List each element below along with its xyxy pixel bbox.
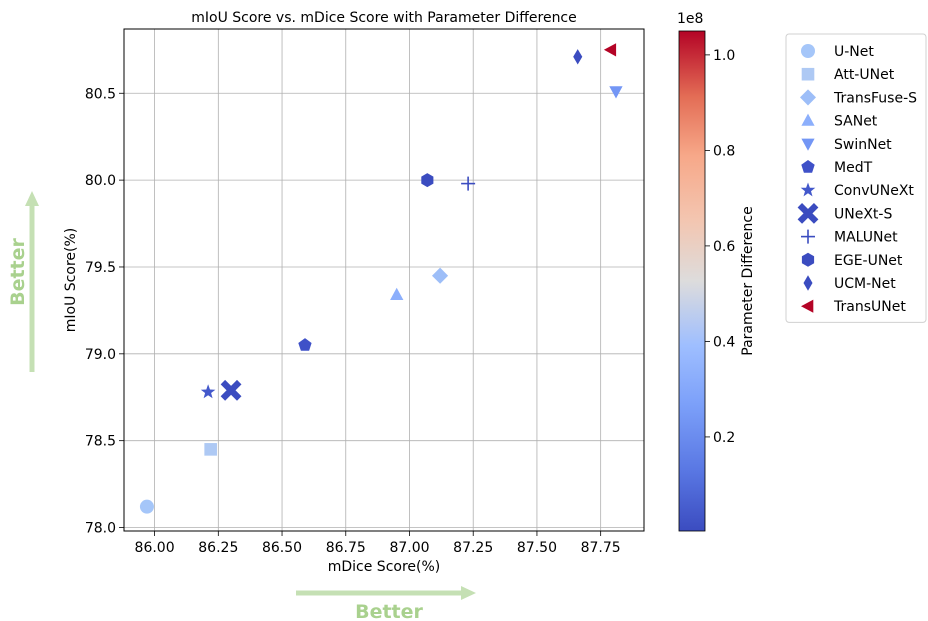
legend-label: SANet xyxy=(834,114,878,130)
better-x-label: Better xyxy=(355,601,423,621)
legend-marker xyxy=(800,89,816,106)
legend-item: SANet xyxy=(801,113,878,130)
point-transunet xyxy=(603,43,617,57)
legend-item: TransFuse-S xyxy=(800,89,917,106)
legend-marker xyxy=(801,299,814,313)
colorbar: 0.2 0.4 0.6 0.8 1.0 1e8 Parameter Difference xyxy=(677,11,756,532)
legend-item: EGE-UNet xyxy=(801,252,903,269)
legend-marker xyxy=(801,67,815,81)
legend-marker xyxy=(800,182,816,197)
x-tick-label: 87.50 xyxy=(517,540,557,556)
colorbar-tick-label: 0.4 xyxy=(713,334,735,350)
point-unext-s xyxy=(220,379,242,401)
colorbar-gradient xyxy=(678,30,706,532)
point-transfuse-s xyxy=(432,267,449,284)
y-tick-label: 78.5 xyxy=(85,434,116,450)
y-axis-ticks: 78.0 78.5 79.0 79.5 80.0 80.5 xyxy=(85,86,124,537)
legend-label: U-Net xyxy=(834,44,874,60)
x-tick-label: 86.25 xyxy=(198,540,238,556)
legend-item: UCM-Net xyxy=(803,275,896,292)
x-axis-label: mDice Score(%) xyxy=(328,559,441,575)
colorbar-ticks: 0.2 0.4 0.6 0.8 1.0 xyxy=(705,48,735,446)
legend-label: Att-UNet xyxy=(834,67,895,83)
legend-label: UNeXt-S xyxy=(834,206,892,222)
legend-label: SwinNet xyxy=(834,137,892,153)
y-tick-label: 78.0 xyxy=(85,521,116,537)
legend-item: U-Net xyxy=(801,44,874,60)
legend-item: ConvUNeXt xyxy=(800,182,914,199)
point-att-unet xyxy=(204,443,217,456)
better-y-arrowhead xyxy=(25,191,39,206)
better-y-annotation: Better xyxy=(7,191,39,372)
y-tick-label: 79.0 xyxy=(85,347,116,363)
point-medt xyxy=(298,338,312,351)
colorbar-tick-label: 0.2 xyxy=(713,430,735,446)
x-tick-label: 86.00 xyxy=(135,540,175,556)
x-tick-label: 86.75 xyxy=(326,540,366,556)
legend-frame xyxy=(785,33,927,323)
better-x-arrowhead xyxy=(461,586,476,600)
y-tick-label: 79.5 xyxy=(85,260,116,276)
legend-marker xyxy=(797,202,819,224)
legend-item: Att-UNet xyxy=(801,67,895,83)
legend-label: ConvUNeXt xyxy=(834,183,914,199)
x-tick-label: 87.00 xyxy=(389,540,429,556)
x-axis-ticks: 86.00 86.25 86.50 86.75 87.00 87.25 87.50 87.75 xyxy=(135,531,621,556)
legend-label: UCM-Net xyxy=(834,276,896,292)
plot-area xyxy=(123,28,645,532)
data-points xyxy=(139,43,623,514)
y-tick-label: 80.5 xyxy=(85,86,116,102)
point-malunet xyxy=(461,176,476,191)
x-tick-label: 86.50 xyxy=(262,540,302,556)
legend-label: EGE-UNet xyxy=(834,253,903,269)
better-x-annotation: Better xyxy=(296,586,476,621)
legend-marker xyxy=(801,229,815,244)
colorbar-label: Parameter Difference xyxy=(740,206,756,355)
y-axis-label: mIoU Score(%) xyxy=(63,228,79,332)
point-sanet xyxy=(390,287,404,300)
legend-marker xyxy=(803,275,813,291)
legend-label: MedT xyxy=(834,160,873,176)
point-swinnet xyxy=(609,86,623,99)
legend-marker xyxy=(801,44,815,58)
legend-item: MedT xyxy=(801,160,873,176)
colorbar-tick-label: 1.0 xyxy=(713,48,735,64)
legend-label: TransUNet xyxy=(833,299,906,315)
point-u-net xyxy=(139,499,154,514)
legend-label: TransFuse-S xyxy=(833,90,917,106)
legend-label: MALUNet xyxy=(834,230,898,246)
colorbar-tick-label: 0.8 xyxy=(713,143,735,159)
legend-marker xyxy=(801,113,815,126)
legend-marker xyxy=(801,160,815,173)
legend-marker xyxy=(801,138,815,151)
legend: U-Net Att-UNet TransFuse-S SANet SwinNet MedT… xyxy=(785,33,927,323)
y-tick-label: 80.0 xyxy=(85,173,116,189)
x-tick-label: 87.75 xyxy=(581,540,621,556)
colorbar-exponent: 1e8 xyxy=(677,11,703,27)
point-ucm-net xyxy=(573,49,583,65)
chart-title: mIoU Score vs. mDice Score with Paramete… xyxy=(191,10,577,26)
better-y-label: Better xyxy=(7,237,29,305)
grid-lines xyxy=(124,29,644,531)
legend-item: TransUNet xyxy=(801,299,906,315)
x-tick-label: 87.25 xyxy=(453,540,493,556)
legend-item: UNeXt-S xyxy=(797,202,892,224)
point-convunext xyxy=(200,384,216,399)
colorbar-tick-label: 0.6 xyxy=(713,239,735,255)
legend-item: MALUNet xyxy=(801,229,898,246)
point-ege-unet xyxy=(421,173,434,188)
legend-item: SwinNet xyxy=(801,137,892,153)
legend-marker xyxy=(801,252,815,267)
